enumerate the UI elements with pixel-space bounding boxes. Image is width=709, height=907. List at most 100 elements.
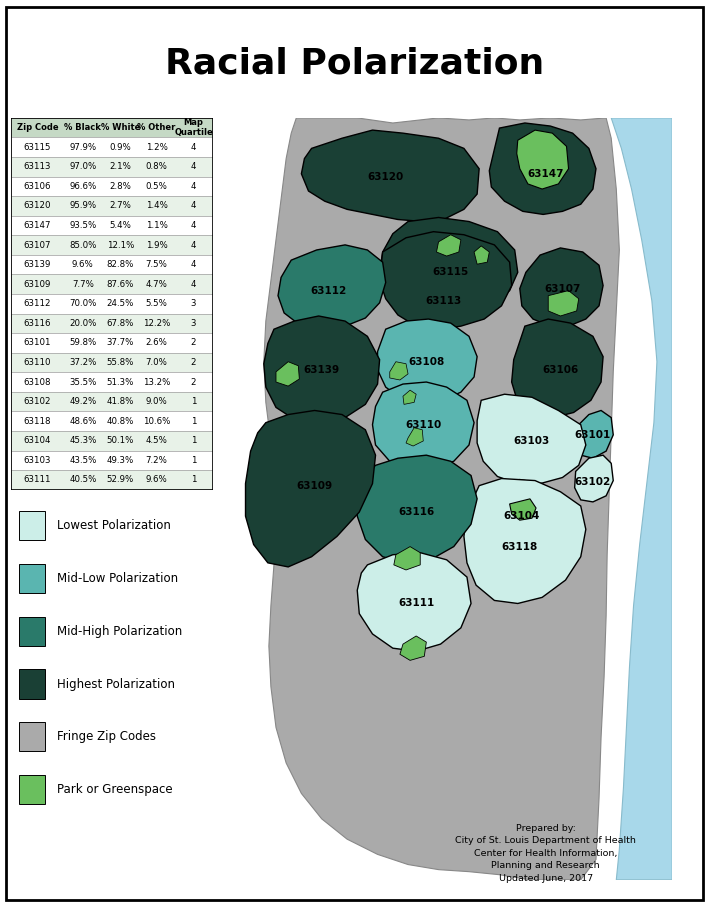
Text: 63101: 63101	[23, 338, 51, 347]
Text: 4: 4	[191, 162, 196, 171]
Text: 37.7%: 37.7%	[106, 338, 134, 347]
Text: 63112: 63112	[311, 286, 347, 296]
Text: 1: 1	[191, 456, 196, 465]
Text: 37.2%: 37.2%	[69, 358, 96, 367]
Text: 4: 4	[191, 142, 196, 151]
Text: 5.4%: 5.4%	[109, 221, 131, 230]
Text: 97.9%: 97.9%	[69, 142, 96, 151]
Text: 63113: 63113	[425, 296, 462, 306]
Text: 9.0%: 9.0%	[146, 397, 167, 406]
Bar	[11, 196, 213, 216]
Text: 63116: 63116	[23, 319, 51, 328]
Text: 63109: 63109	[23, 279, 51, 288]
Text: Highest Polarization: Highest Polarization	[57, 678, 175, 690]
Bar	[18, 722, 45, 752]
Text: 50.1%: 50.1%	[106, 436, 134, 445]
Bar	[11, 118, 213, 138]
Text: 5.5%: 5.5%	[145, 299, 167, 308]
Text: 49.3%: 49.3%	[106, 456, 134, 465]
Bar	[11, 333, 213, 353]
Bar	[11, 275, 213, 294]
Text: 3: 3	[191, 319, 196, 328]
Text: Zip Code: Zip Code	[16, 123, 58, 132]
Text: 63103: 63103	[514, 436, 550, 446]
Text: 9.6%: 9.6%	[72, 260, 94, 269]
Polygon shape	[301, 130, 479, 221]
Text: Park or Greenspace: Park or Greenspace	[57, 784, 173, 796]
Text: Map
Quartile: Map Quartile	[174, 118, 213, 137]
Text: 59.8%: 59.8%	[69, 338, 96, 347]
Polygon shape	[512, 319, 603, 417]
Text: 4: 4	[191, 260, 196, 269]
Bar	[18, 563, 45, 593]
Text: 2: 2	[191, 358, 196, 367]
Polygon shape	[264, 316, 379, 423]
Text: 63111: 63111	[398, 599, 435, 609]
Text: 3: 3	[191, 299, 196, 308]
Text: 85.0%: 85.0%	[69, 240, 96, 249]
Bar	[11, 451, 213, 470]
Text: 82.8%: 82.8%	[106, 260, 134, 269]
Text: 45.3%: 45.3%	[69, 436, 96, 445]
Bar	[11, 255, 213, 275]
Text: 63107: 63107	[545, 284, 581, 294]
Polygon shape	[474, 246, 489, 264]
Text: 63147: 63147	[23, 221, 51, 230]
Polygon shape	[520, 248, 603, 327]
Text: Lowest Polarization: Lowest Polarization	[57, 519, 171, 532]
Text: 40.5%: 40.5%	[69, 475, 96, 484]
Bar	[11, 392, 213, 412]
Text: 1: 1	[191, 417, 196, 425]
Bar	[11, 431, 213, 451]
Polygon shape	[278, 245, 386, 329]
Text: 2: 2	[191, 338, 196, 347]
Text: 43.5%: 43.5%	[69, 456, 96, 465]
Text: 63110: 63110	[23, 358, 51, 367]
Bar	[11, 470, 213, 490]
Polygon shape	[379, 231, 512, 329]
Polygon shape	[393, 547, 420, 570]
Bar	[11, 373, 213, 392]
Text: 12.2%: 12.2%	[143, 319, 170, 328]
Text: 4.7%: 4.7%	[145, 279, 167, 288]
Text: 63102: 63102	[23, 397, 51, 406]
Text: 35.5%: 35.5%	[69, 377, 96, 386]
Text: 63113: 63113	[23, 162, 51, 171]
Text: 49.2%: 49.2%	[69, 397, 96, 406]
Polygon shape	[357, 552, 471, 651]
Polygon shape	[464, 479, 586, 603]
Text: 1.4%: 1.4%	[145, 201, 167, 210]
Polygon shape	[406, 428, 423, 446]
Text: 7.2%: 7.2%	[145, 456, 167, 465]
Text: Mid-Low Polarization: Mid-Low Polarization	[57, 571, 178, 585]
Text: % Other: % Other	[138, 123, 176, 132]
Text: 63139: 63139	[23, 260, 51, 269]
Bar	[11, 157, 213, 177]
Text: 63102: 63102	[575, 476, 611, 486]
Text: 96.6%: 96.6%	[69, 182, 96, 190]
Text: 0.5%: 0.5%	[145, 182, 167, 190]
Polygon shape	[264, 118, 620, 880]
Text: 7.0%: 7.0%	[145, 358, 167, 367]
Text: 63101: 63101	[575, 430, 611, 440]
Text: 70.0%: 70.0%	[69, 299, 96, 308]
Text: 97.0%: 97.0%	[69, 162, 96, 171]
Text: 2.8%: 2.8%	[109, 182, 131, 190]
Text: % White: % White	[101, 123, 140, 132]
Text: Fringe Zip Codes: Fringe Zip Codes	[57, 730, 156, 744]
Text: 2.7%: 2.7%	[109, 201, 131, 210]
Text: 63120: 63120	[23, 201, 51, 210]
Text: 0.8%: 0.8%	[145, 162, 167, 171]
Polygon shape	[548, 290, 579, 316]
Text: 2.1%: 2.1%	[109, 162, 131, 171]
Text: 24.5%: 24.5%	[106, 299, 134, 308]
Text: 1.2%: 1.2%	[145, 142, 167, 151]
Polygon shape	[484, 480, 562, 544]
Text: 63109: 63109	[296, 481, 333, 491]
Bar	[11, 216, 213, 235]
Text: 7.7%: 7.7%	[72, 279, 94, 288]
Text: 2: 2	[191, 377, 196, 386]
Text: 63104: 63104	[23, 436, 51, 445]
Bar	[11, 412, 213, 431]
Bar	[11, 235, 213, 255]
